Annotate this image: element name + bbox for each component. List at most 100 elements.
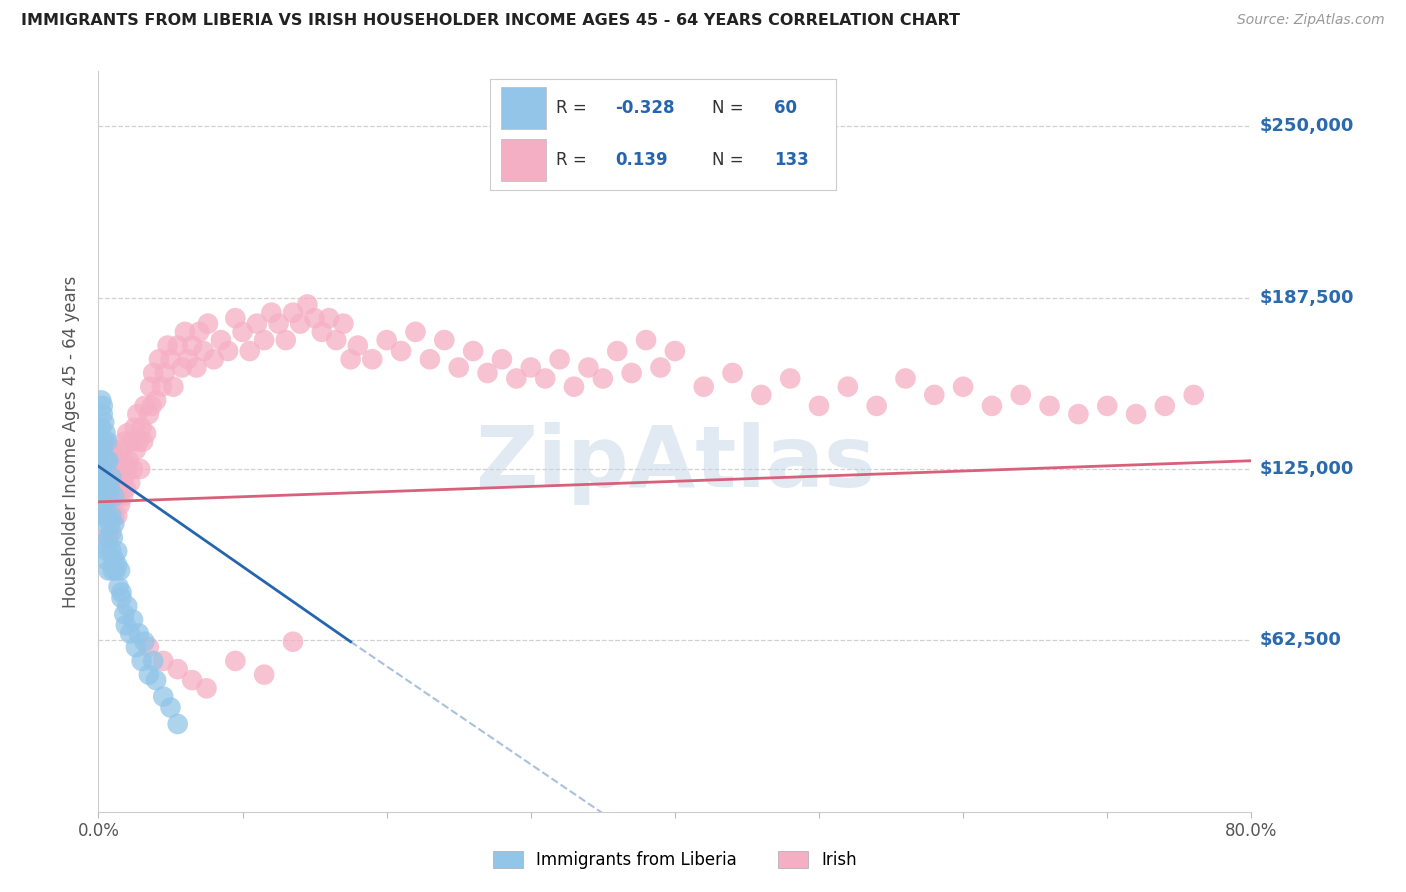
- Point: [159, 700, 181, 714]
- Point: [281, 634, 304, 648]
- Point: [91, 481, 114, 495]
- Point: [202, 352, 225, 367]
- Point: [103, 508, 125, 523]
- Point: [981, 399, 1004, 413]
- Point: [90, 421, 112, 435]
- Point: [152, 654, 174, 668]
- Point: [110, 591, 132, 605]
- Point: [150, 380, 173, 394]
- Point: [339, 352, 361, 367]
- Point: [188, 325, 211, 339]
- Point: [779, 371, 801, 385]
- Point: [98, 470, 121, 484]
- Point: [111, 489, 134, 503]
- Point: [375, 333, 398, 347]
- Point: [96, 508, 118, 523]
- Point: [224, 311, 246, 326]
- Point: [693, 380, 716, 394]
- Point: [491, 352, 513, 367]
- Point: [562, 380, 585, 394]
- Point: [922, 388, 945, 402]
- Point: [246, 317, 269, 331]
- Point: [181, 673, 204, 687]
- Point: [101, 475, 124, 490]
- Point: [94, 481, 117, 495]
- Point: [118, 454, 141, 468]
- Point: [267, 317, 290, 331]
- Point: [142, 654, 165, 668]
- Point: [650, 360, 672, 375]
- Point: [94, 462, 117, 476]
- Text: $62,500: $62,500: [1260, 632, 1341, 649]
- Point: [112, 434, 135, 449]
- Point: [156, 338, 179, 352]
- Point: [606, 344, 628, 359]
- Point: [664, 344, 686, 359]
- Point: [90, 393, 112, 408]
- Point: [117, 426, 138, 441]
- Point: [101, 563, 124, 577]
- Point: [135, 426, 157, 441]
- Point: [138, 667, 160, 681]
- Point: [297, 297, 319, 311]
- Point: [129, 462, 152, 476]
- Point: [166, 662, 188, 676]
- Point: [97, 563, 120, 577]
- Point: [195, 681, 218, 696]
- Point: [111, 454, 134, 468]
- Point: [166, 338, 188, 352]
- Point: [120, 475, 142, 490]
- Text: $125,000: $125,000: [1260, 460, 1354, 478]
- Point: [89, 448, 111, 462]
- Point: [110, 442, 132, 457]
- Point: [96, 498, 118, 512]
- Point: [145, 393, 167, 408]
- Point: [91, 399, 114, 413]
- Point: [866, 399, 889, 413]
- Point: [108, 498, 131, 512]
- Point: [100, 544, 122, 558]
- Point: [578, 360, 600, 375]
- Point: [721, 366, 744, 380]
- Point: [274, 333, 297, 347]
- Point: [96, 454, 118, 468]
- Point: [108, 563, 131, 577]
- Point: [209, 333, 232, 347]
- Point: [134, 634, 156, 648]
- Point: [101, 531, 124, 545]
- Point: [91, 508, 114, 523]
- Point: [117, 462, 138, 476]
- Point: [181, 338, 204, 352]
- Point: [952, 380, 974, 394]
- Point: [104, 489, 127, 503]
- Point: [94, 508, 117, 523]
- Point: [253, 667, 276, 681]
- Point: [100, 470, 122, 484]
- Point: [97, 442, 120, 457]
- Point: [112, 470, 135, 484]
- Point: [98, 503, 121, 517]
- Point: [197, 317, 219, 331]
- Point: [103, 552, 125, 566]
- Point: [332, 317, 354, 331]
- Point: [1097, 399, 1119, 413]
- Point: [174, 325, 197, 339]
- Point: [125, 640, 148, 655]
- Point: [131, 654, 153, 668]
- Point: [1125, 407, 1147, 421]
- Point: [105, 558, 128, 572]
- Point: [100, 508, 122, 523]
- Point: [461, 344, 484, 359]
- Point: [98, 481, 121, 495]
- Point: [94, 516, 117, 531]
- Point: [107, 454, 129, 468]
- Point: [120, 626, 142, 640]
- Point: [177, 352, 200, 367]
- Point: [311, 325, 333, 339]
- Point: [520, 360, 543, 375]
- Point: [121, 434, 143, 449]
- Point: [96, 434, 118, 449]
- Point: [108, 462, 131, 476]
- Point: [389, 344, 412, 359]
- Point: [122, 613, 145, 627]
